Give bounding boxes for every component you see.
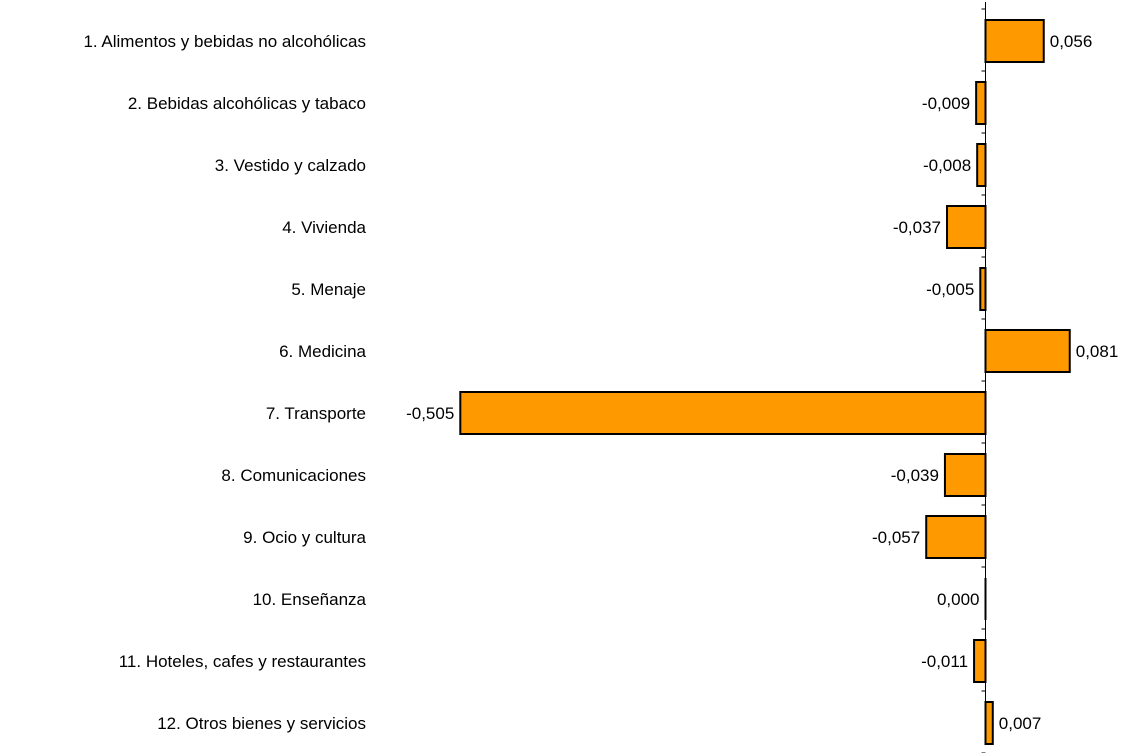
bar — [984, 701, 994, 745]
category-label: 12. Otros bienes y servicios — [157, 714, 366, 733]
bar — [925, 515, 987, 559]
bar — [459, 391, 987, 435]
category-label: 4. Vivienda — [282, 218, 366, 237]
labels-layer: 1. Alimentos y bebidas no alcohólicas 0,0… — [83, 32, 1118, 733]
data-label: -0,009 — [922, 94, 970, 113]
bars-layer — [459, 19, 1071, 745]
data-label: -0,005 — [926, 280, 974, 299]
category-axis — [981, 2, 986, 753]
category-label: 3. Vestido y calzado — [215, 156, 366, 175]
bar — [976, 143, 987, 187]
bar — [984, 19, 1045, 63]
bar — [973, 639, 987, 683]
data-label: 0,007 — [999, 714, 1042, 733]
category-label: 9. Ocio y cultura — [243, 528, 366, 547]
data-label: -0,011 — [921, 652, 968, 671]
category-label: 5. Menaje — [291, 280, 366, 299]
data-label: -0,057 — [872, 528, 920, 547]
category-label: 2. Bebidas alcohólicas y tabaco — [128, 94, 366, 113]
data-label: 0,081 — [1076, 342, 1119, 361]
category-label: 7. Transporte — [266, 404, 366, 423]
bar — [946, 205, 987, 249]
category-label: 10. Enseñanza — [253, 590, 367, 609]
data-label: -0,037 — [893, 218, 941, 237]
data-label: -0,505 — [406, 404, 454, 423]
bar — [984, 329, 1071, 373]
data-label: -0,039 — [891, 466, 939, 485]
bar — [979, 267, 987, 311]
data-label: -0,008 — [923, 156, 971, 175]
category-label: 8. Comunicaciones — [221, 466, 366, 485]
bar — [943, 453, 987, 497]
bar — [975, 81, 987, 125]
data-label: 0,000 — [937, 590, 980, 609]
category-label: 6. Medicina — [279, 342, 366, 361]
category-label: 1. Alimentos y bebidas no alcohólicas — [83, 32, 366, 51]
data-label: 0,056 — [1050, 32, 1093, 51]
category-label: 11. Hoteles, cafes y restaurantes — [119, 652, 366, 671]
